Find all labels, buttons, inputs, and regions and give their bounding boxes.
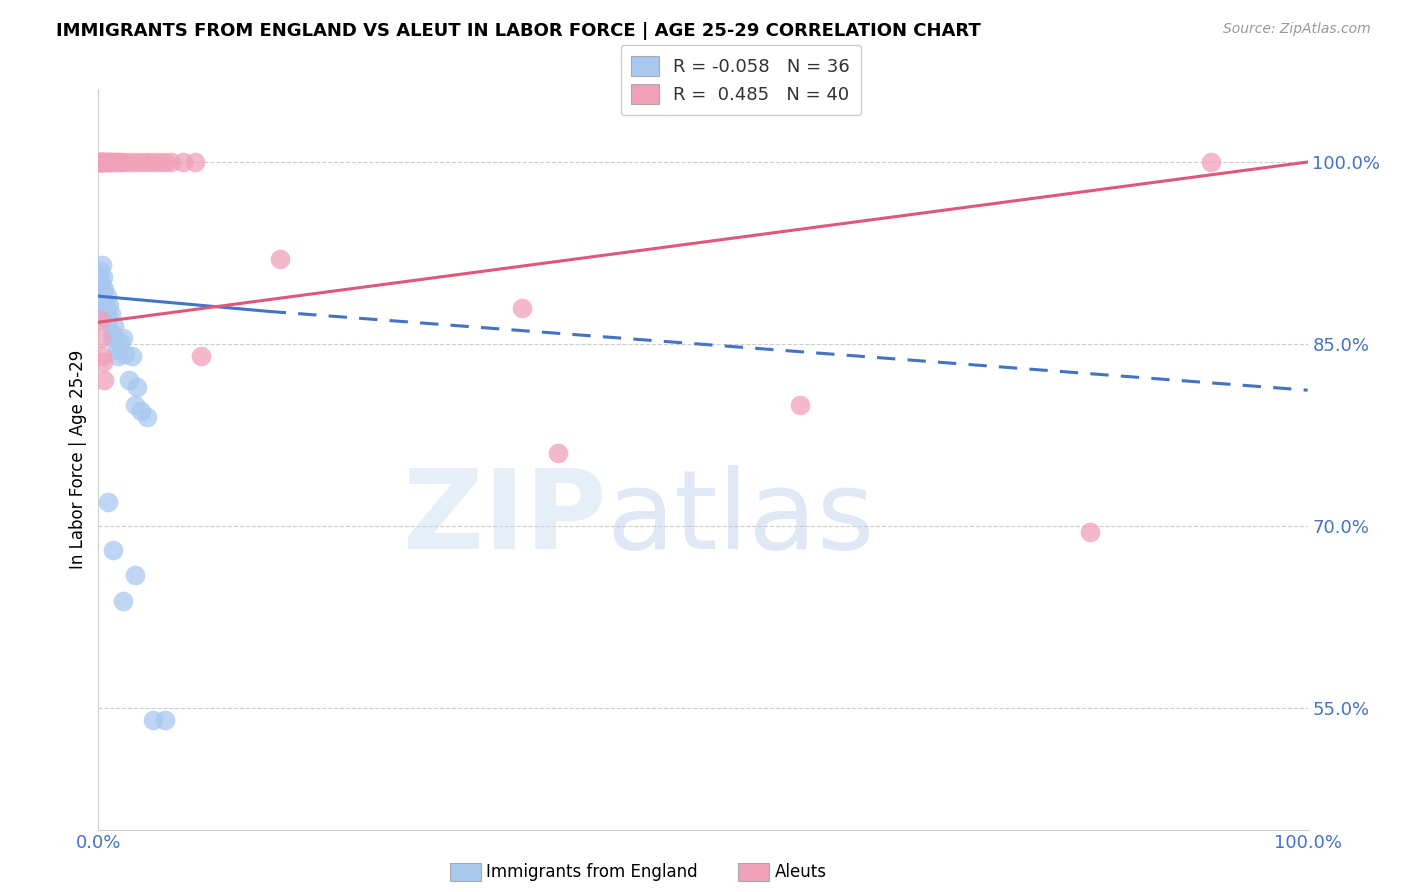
Point xyxy=(124,155,146,169)
Point xyxy=(1199,155,1222,169)
Point xyxy=(98,155,121,169)
Point xyxy=(160,155,183,169)
Point xyxy=(107,349,129,363)
Point xyxy=(96,288,118,302)
Point xyxy=(153,155,176,169)
Text: Source: ZipAtlas.com: Source: ZipAtlas.com xyxy=(1223,22,1371,37)
Point xyxy=(184,155,207,169)
Point xyxy=(111,155,134,169)
Point xyxy=(97,313,120,327)
Point xyxy=(91,294,114,309)
Point xyxy=(118,155,141,169)
Text: atlas: atlas xyxy=(606,465,875,572)
Point xyxy=(269,252,291,266)
Point xyxy=(90,291,112,305)
Text: IMMIGRANTS FROM ENGLAND VS ALEUT IN LABOR FORCE | AGE 25-29 CORRELATION CHART: IMMIGRANTS FROM ENGLAND VS ALEUT IN LABO… xyxy=(56,22,981,40)
Point xyxy=(91,258,114,272)
Point xyxy=(90,277,112,291)
Point xyxy=(93,155,115,169)
Point xyxy=(94,301,117,315)
Point xyxy=(789,398,811,412)
Point xyxy=(121,349,143,363)
Point xyxy=(90,331,112,345)
Point xyxy=(89,313,111,327)
Point xyxy=(111,331,134,345)
Point xyxy=(93,374,115,388)
Point xyxy=(142,155,165,169)
Point xyxy=(93,310,115,325)
Point xyxy=(510,301,533,315)
Point xyxy=(101,543,124,558)
Y-axis label: In Labor Force | Age 25-29: In Labor Force | Age 25-29 xyxy=(69,350,87,569)
Point xyxy=(100,331,122,345)
Point xyxy=(91,155,114,169)
Point xyxy=(124,567,146,582)
Point xyxy=(108,155,131,169)
Point xyxy=(91,349,114,363)
Point xyxy=(127,379,149,393)
Point xyxy=(135,155,157,169)
Point xyxy=(129,155,152,169)
Point xyxy=(91,155,114,169)
Point xyxy=(91,286,114,301)
Point xyxy=(111,594,134,608)
Point xyxy=(101,327,124,342)
Point xyxy=(91,355,114,369)
Point xyxy=(89,155,111,169)
Point xyxy=(90,155,112,169)
Point xyxy=(118,374,141,388)
Point xyxy=(98,298,121,312)
Point xyxy=(89,155,111,169)
Point xyxy=(105,343,128,358)
Point xyxy=(142,714,165,728)
Point xyxy=(107,155,129,169)
Point xyxy=(104,155,127,169)
Point xyxy=(89,264,111,278)
Text: ZIP: ZIP xyxy=(404,465,606,572)
Point xyxy=(91,155,114,169)
Point xyxy=(97,495,120,509)
Point xyxy=(89,283,111,297)
Point xyxy=(96,155,118,169)
Point xyxy=(103,318,125,333)
Point xyxy=(1078,525,1101,540)
Point xyxy=(96,307,118,321)
Point xyxy=(153,714,176,728)
Point xyxy=(108,334,131,349)
Point xyxy=(190,349,212,363)
Point xyxy=(100,307,122,321)
Point xyxy=(114,347,136,361)
Point xyxy=(547,446,569,460)
Point xyxy=(93,283,115,297)
Legend: R = -0.058   N = 36, R =  0.485   N = 40: R = -0.058 N = 36, R = 0.485 N = 40 xyxy=(620,45,860,115)
Point xyxy=(94,155,117,169)
Point xyxy=(129,404,152,418)
Point xyxy=(148,155,170,169)
Text: Immigrants from England: Immigrants from England xyxy=(486,863,699,881)
Text: Aleuts: Aleuts xyxy=(775,863,827,881)
Point xyxy=(101,155,124,169)
Point xyxy=(90,155,112,169)
Point xyxy=(135,409,157,424)
Point xyxy=(172,155,194,169)
Point xyxy=(97,155,120,169)
Point xyxy=(124,398,146,412)
Point xyxy=(91,270,114,285)
Point xyxy=(100,155,122,169)
